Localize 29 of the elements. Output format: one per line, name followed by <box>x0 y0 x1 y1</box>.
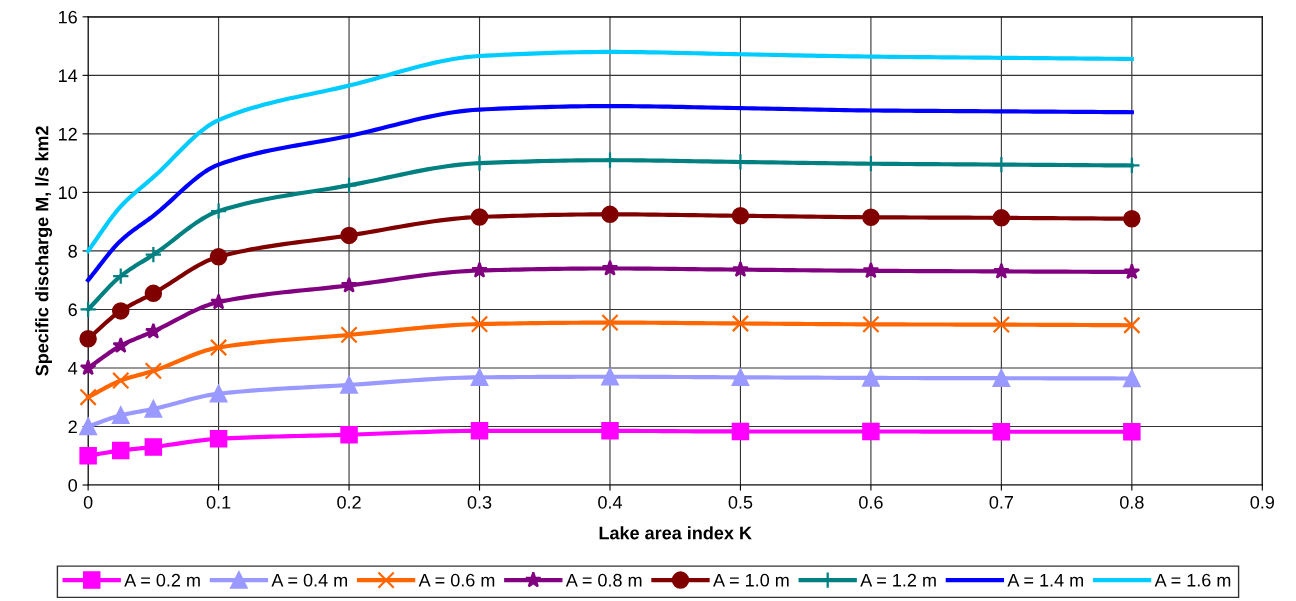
legend-label: A = 1.0 m <box>713 573 789 587</box>
y-tick-label: 16 <box>59 10 77 24</box>
y-tick-label: 14 <box>59 69 78 82</box>
x-tick-label: 0.4 <box>598 495 623 509</box>
x-tick-label: 0.9 <box>1250 495 1274 509</box>
x-tick-label: 0 <box>83 495 93 509</box>
x-tick-label: 0.5 <box>728 495 753 509</box>
y-tick-label: 2 <box>68 420 77 434</box>
y-tick-label: 4 <box>68 362 78 375</box>
legend-label: A = 0.4 m <box>271 573 347 587</box>
legend-label: A = 0.6 m <box>418 573 495 587</box>
x-tick-label: 0.2 <box>337 495 361 509</box>
x-tick-label: 0.3 <box>467 495 492 509</box>
x-tick-label: 0.7 <box>989 495 1014 509</box>
x-tick-label: 0.1 <box>206 495 231 509</box>
y-axis-title: Specific discharge M, l/s km2 <box>35 126 53 376</box>
x-axis-title: Lake area index K <box>599 526 752 540</box>
legend-label: A = 1.4 m <box>1007 574 1083 587</box>
legend-label: A = 1.6 m <box>1154 573 1231 587</box>
y-tick-label: 10 <box>59 186 78 200</box>
y-tick-label: 6 <box>68 303 77 317</box>
x-tick-label: 0.8 <box>1120 495 1144 509</box>
y-tick-label: 0 <box>68 478 78 492</box>
y-tick-label: 12 <box>59 127 77 141</box>
legend-label: A = 0.2 m <box>124 573 200 587</box>
legend-label: A = 0.8 m <box>565 573 642 587</box>
legend-label: A = 1.2 m <box>860 573 936 587</box>
x-tick-label: 0.6 <box>859 495 883 509</box>
y-tick-label: 8 <box>68 244 77 258</box>
